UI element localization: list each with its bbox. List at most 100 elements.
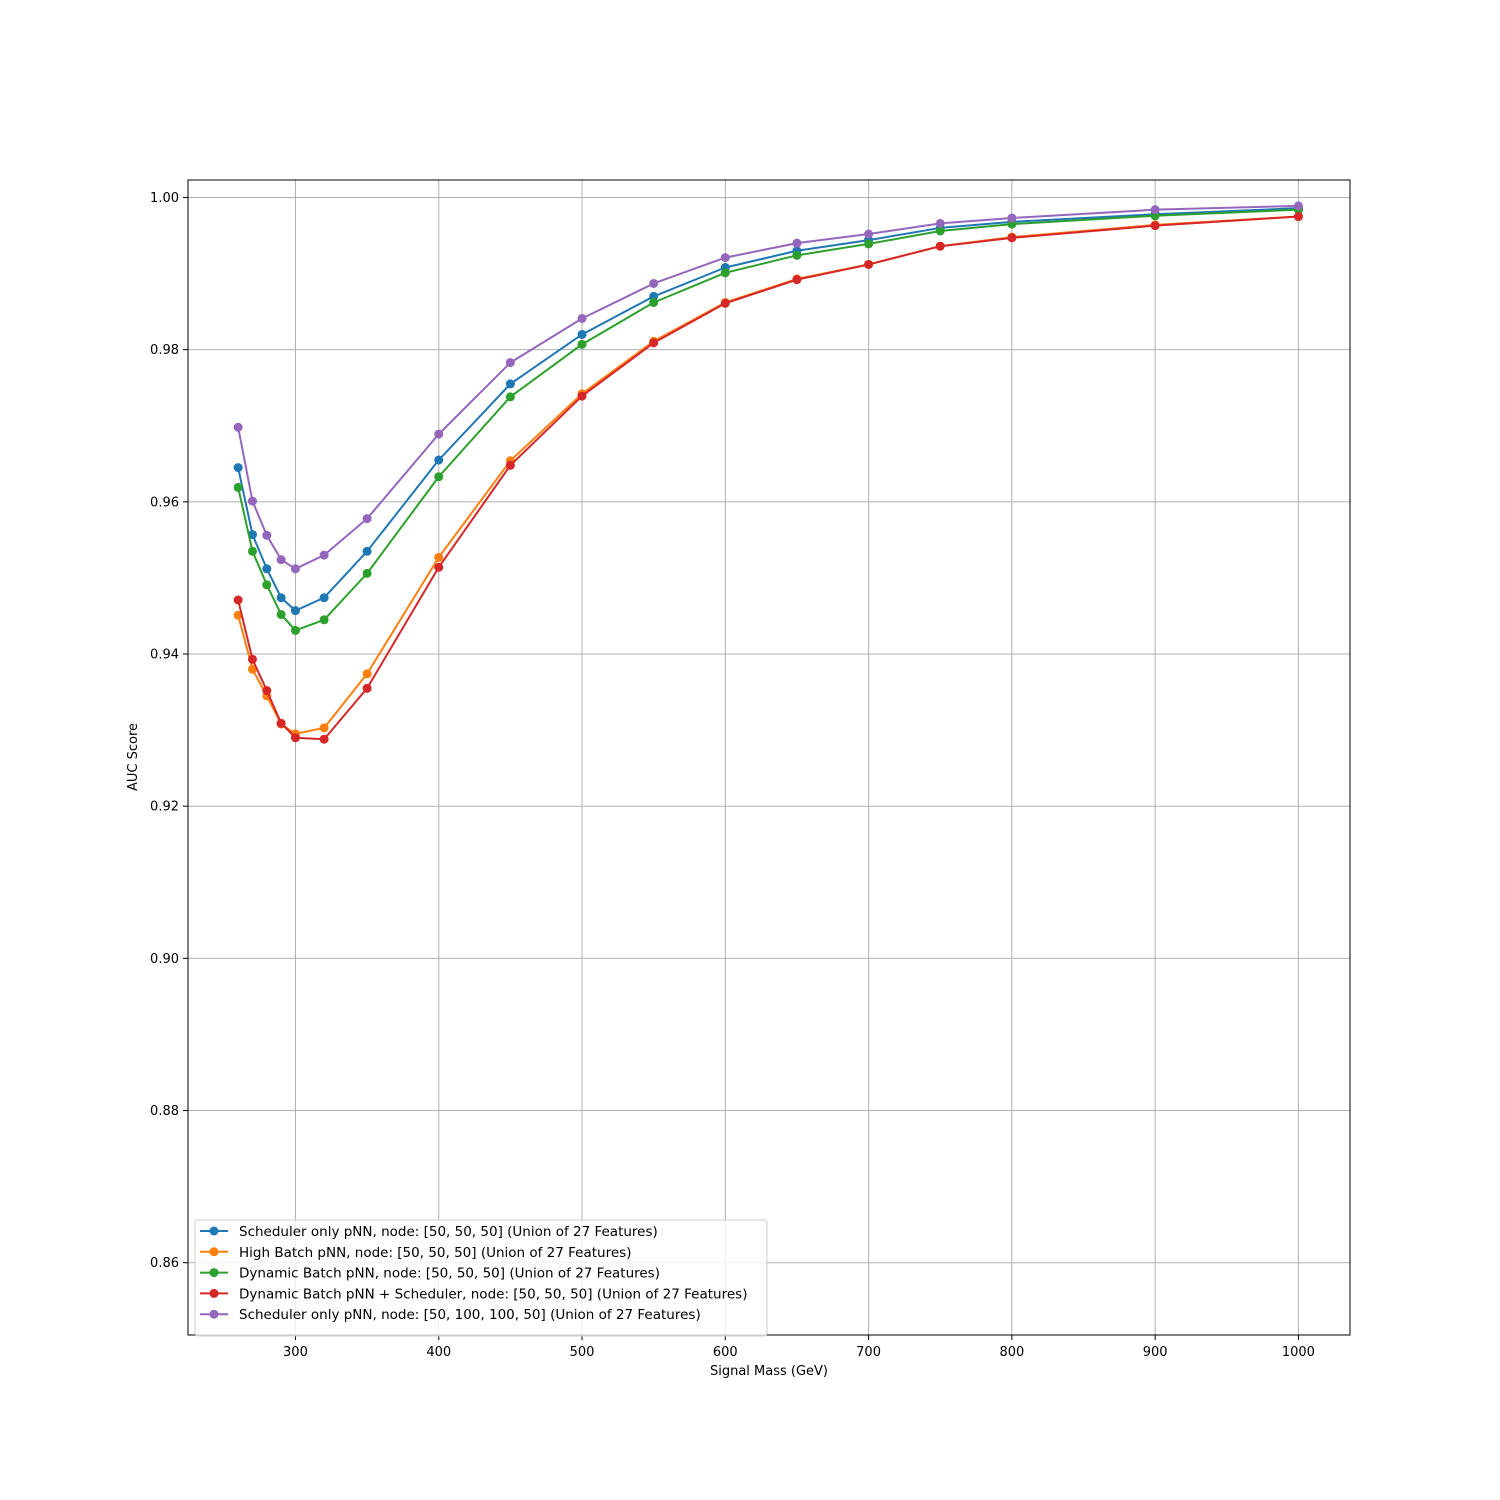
legend-item: Scheduler only pNN, node: [50, 100, 100,… — [200, 1307, 701, 1323]
data-point — [290, 733, 300, 743]
data-point — [233, 463, 243, 473]
data-point — [319, 550, 329, 560]
data-point — [935, 226, 945, 236]
legend-item: Dynamic Batch pNN, node: [50, 50, 50] (U… — [200, 1266, 660, 1282]
data-point — [649, 338, 659, 348]
data-point — [434, 562, 444, 572]
series-line — [237, 207, 1299, 612]
data-point — [262, 564, 272, 574]
x-tick-label: 900 — [1143, 1345, 1168, 1360]
legend-label: High Batch pNN, node: [50, 50, 50] (Unio… — [239, 1245, 631, 1261]
data-point — [935, 218, 945, 228]
data-point — [792, 250, 802, 260]
data-point — [319, 734, 329, 744]
data-point — [505, 379, 515, 389]
y-tick-label: 0.88 — [150, 1104, 179, 1119]
data-point — [276, 609, 286, 619]
data-point — [935, 241, 945, 251]
data-point — [362, 568, 372, 578]
data-point — [864, 229, 874, 239]
x-tick-label: 400 — [426, 1345, 451, 1360]
data-point — [247, 496, 257, 506]
data-point — [649, 278, 659, 288]
data-point — [362, 669, 372, 679]
data-point — [434, 455, 444, 465]
legend-box — [194, 1219, 768, 1337]
data-point — [276, 718, 286, 728]
y-axis-label: AUC Score — [126, 723, 141, 791]
data-point — [792, 275, 802, 285]
data-point — [434, 552, 444, 562]
series-line — [237, 204, 1299, 570]
data-point — [505, 358, 515, 368]
y-tick-label: 0.90 — [150, 952, 179, 967]
series-line — [237, 215, 1299, 741]
data-point — [1150, 205, 1160, 215]
data-point — [1007, 233, 1017, 243]
data-point — [577, 391, 587, 401]
x-axis-label: Signal Mass (GeV) — [710, 1364, 828, 1379]
y-tick-label: 0.86 — [150, 1256, 179, 1271]
data-point — [247, 664, 257, 674]
data-point — [362, 546, 372, 556]
x-tick-label: 600 — [713, 1345, 738, 1360]
data-point — [864, 259, 874, 269]
data-point — [319, 723, 329, 733]
data-point — [505, 392, 515, 402]
data-point — [505, 460, 515, 470]
data-point — [233, 595, 243, 605]
data-point — [720, 253, 730, 263]
data-point — [276, 593, 286, 603]
legend-item: Dynamic Batch pNN + Scheduler, node: [50… — [200, 1286, 747, 1302]
data-point — [290, 564, 300, 574]
legend-marker — [209, 1309, 219, 1319]
data-point — [262, 686, 272, 696]
data-point — [247, 654, 257, 664]
series-4 — [233, 212, 1303, 744]
data-point — [290, 625, 300, 635]
legend-label: Dynamic Batch pNN, node: [50, 50, 50] (U… — [239, 1266, 660, 1282]
data-point — [290, 606, 300, 616]
data-point — [577, 339, 587, 349]
data-point — [233, 422, 243, 432]
legend-marker — [209, 1268, 219, 1278]
series-5 — [233, 201, 1303, 574]
series-layer — [233, 201, 1303, 744]
data-point — [319, 593, 329, 603]
legend-label: Scheduler only pNN, node: [50, 50, 50] (… — [239, 1224, 658, 1240]
x-tick-label: 700 — [856, 1345, 881, 1360]
data-point — [1293, 212, 1303, 222]
data-point — [247, 546, 257, 556]
data-point — [577, 313, 587, 323]
data-point — [362, 514, 372, 524]
y-tick-label: 0.96 — [150, 495, 179, 510]
data-point — [434, 472, 444, 482]
legend-item: Scheduler only pNN, node: [50, 50, 50] (… — [200, 1224, 658, 1240]
x-tick-label: 1000 — [1282, 1345, 1315, 1360]
x-tick-label: 300 — [283, 1345, 308, 1360]
data-point — [362, 683, 372, 693]
data-point — [1293, 201, 1303, 211]
y-tick-label: 1.00 — [150, 191, 179, 206]
data-point — [262, 530, 272, 540]
data-point — [720, 298, 730, 308]
data-point — [262, 580, 272, 590]
x-axis: 300 400 500 600 700 800 900 1000 — [283, 1335, 1315, 1360]
legend-marker — [209, 1288, 219, 1298]
x-tick-label: 800 — [999, 1345, 1024, 1360]
legend: Scheduler only pNN, node: [50, 50, 50] (… — [194, 1219, 768, 1337]
data-point — [1007, 213, 1017, 223]
data-point — [864, 239, 874, 249]
data-point — [792, 238, 802, 248]
data-point — [434, 429, 444, 439]
legend-marker — [209, 1247, 219, 1257]
x-tick-label: 500 — [570, 1345, 595, 1360]
data-point — [577, 329, 587, 339]
data-point — [1150, 221, 1160, 231]
series-line — [237, 208, 1299, 632]
y-axis: 0.86 0.88 0.90 0.92 0.94 0.96 0.98 1.00 — [150, 191, 188, 1271]
data-point — [319, 615, 329, 625]
y-tick-label: 0.92 — [150, 800, 179, 815]
legend-item: High Batch pNN, node: [50, 50, 50] (Unio… — [200, 1245, 631, 1261]
